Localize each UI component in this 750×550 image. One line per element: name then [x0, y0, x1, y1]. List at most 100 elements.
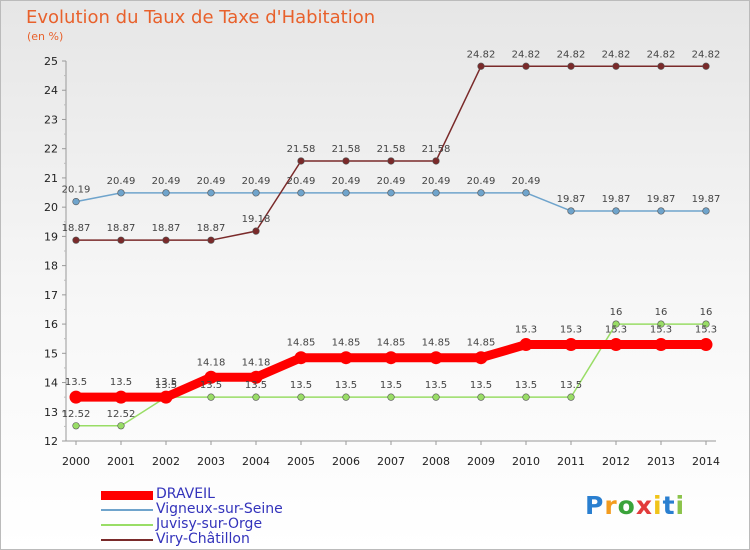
data-label: 24.82 [557, 49, 586, 60]
logo-letter: i [653, 491, 663, 520]
data-point [657, 320, 665, 328]
y-tick-label: 14 [44, 377, 58, 390]
data-label: 13.5 [65, 377, 87, 388]
y-tick-label: 13 [44, 406, 58, 419]
data-label: 14.85 [332, 338, 361, 349]
data-point [387, 157, 395, 165]
x-tick-label: 2006 [332, 455, 360, 468]
data-label: 20.49 [287, 176, 316, 187]
y-tick-label: 12 [44, 435, 58, 448]
data-point [387, 189, 395, 197]
x-tick-label: 2010 [512, 455, 540, 468]
x-tick-label: 2014 [692, 455, 720, 468]
series-vigneux-sur-seine [72, 189, 710, 215]
data-label: 14.85 [422, 338, 451, 349]
logo-letter: o [617, 491, 636, 520]
x-tick-label: 2008 [422, 455, 450, 468]
data-point [567, 393, 575, 401]
x-tick-label: 2004 [242, 455, 270, 468]
data-label: 18.87 [197, 223, 226, 234]
data-point [162, 236, 170, 244]
y-tick-label: 18 [44, 260, 58, 273]
data-label: 18.87 [62, 223, 91, 234]
x-tick-label: 2000 [62, 455, 90, 468]
legend-label: Juvisy-sur-Orge [156, 516, 263, 532]
data-point [702, 207, 710, 215]
logo-letter: t [662, 491, 676, 520]
data-point [207, 393, 215, 401]
x-tick-label: 2003 [197, 455, 225, 468]
data-point [432, 157, 440, 165]
legend-swatch [101, 491, 153, 500]
data-point [297, 189, 305, 197]
data-point [609, 338, 623, 352]
data-label: 14.85 [467, 338, 496, 349]
data-label: 14.18 [197, 357, 226, 368]
legend-item: DRAVEIL [101, 486, 361, 502]
data-point [387, 393, 395, 401]
legend-label: Vigneux-sur-Seine [156, 501, 283, 517]
data-label: 24.82 [512, 49, 541, 60]
x-tick-label: 2005 [287, 455, 315, 468]
data-label: 13.5 [335, 380, 357, 391]
data-point [702, 320, 710, 328]
data-label: 12.52 [107, 409, 136, 420]
data-label: 15.3 [650, 325, 672, 336]
x-tick-label: 2013 [647, 455, 675, 468]
logo-letter: P [585, 491, 605, 520]
data-point [477, 189, 485, 197]
data-label: 15.3 [695, 325, 717, 336]
data-point [342, 189, 350, 197]
data-point [522, 393, 530, 401]
y-tick-label: 17 [44, 289, 58, 302]
data-point [612, 320, 620, 328]
data-label: 20.49 [242, 176, 271, 187]
data-point [297, 157, 305, 165]
legend-swatch [101, 524, 153, 526]
data-label: 16 [700, 307, 713, 318]
logo-letter: i [675, 491, 686, 520]
data-label: 21.58 [287, 144, 316, 155]
data-label: 15.3 [605, 325, 627, 336]
data-point [477, 62, 485, 70]
data-label: 19.87 [647, 194, 676, 205]
series-layer [69, 62, 713, 430]
data-label: 20.19 [62, 185, 91, 196]
legend-label: Viry-Châtillon [156, 531, 250, 547]
y-axis-unit-label: (en %) [27, 30, 64, 43]
data-point [72, 422, 80, 430]
data-label: 20.49 [152, 176, 181, 187]
y-tick-label: 25 [44, 55, 58, 68]
data-label: 24.82 [647, 49, 676, 60]
data-label: 19.87 [692, 194, 721, 205]
y-tick-label: 16 [44, 318, 58, 331]
data-label: 20.49 [377, 176, 406, 187]
data-label: 20.49 [467, 176, 496, 187]
y-tick-label: 23 [44, 113, 58, 126]
data-label: 20.49 [512, 176, 541, 187]
legend-swatch [101, 509, 153, 511]
data-point [72, 236, 80, 244]
logo-letter: x [635, 491, 653, 520]
x-tick-label: 2012 [602, 455, 630, 468]
data-point [522, 62, 530, 70]
data-label: 20.49 [197, 176, 226, 187]
data-point [252, 393, 260, 401]
data-label: 18.87 [107, 223, 136, 234]
data-point [432, 189, 440, 197]
data-label: 13.5 [380, 380, 402, 391]
data-point [477, 393, 485, 401]
x-tick-label: 2011 [557, 455, 585, 468]
data-label: 19.18 [242, 214, 271, 225]
data-point [117, 422, 125, 430]
y-tick-label: 19 [44, 230, 58, 243]
data-label: 16 [655, 307, 668, 318]
data-point [207, 236, 215, 244]
data-point [384, 351, 398, 365]
chart-title: Evolution du Taux de Taxe d'Habitation [26, 7, 376, 28]
data-point [159, 390, 173, 404]
data-point [432, 393, 440, 401]
data-point [522, 189, 530, 197]
y-tick-label: 21 [44, 172, 58, 185]
